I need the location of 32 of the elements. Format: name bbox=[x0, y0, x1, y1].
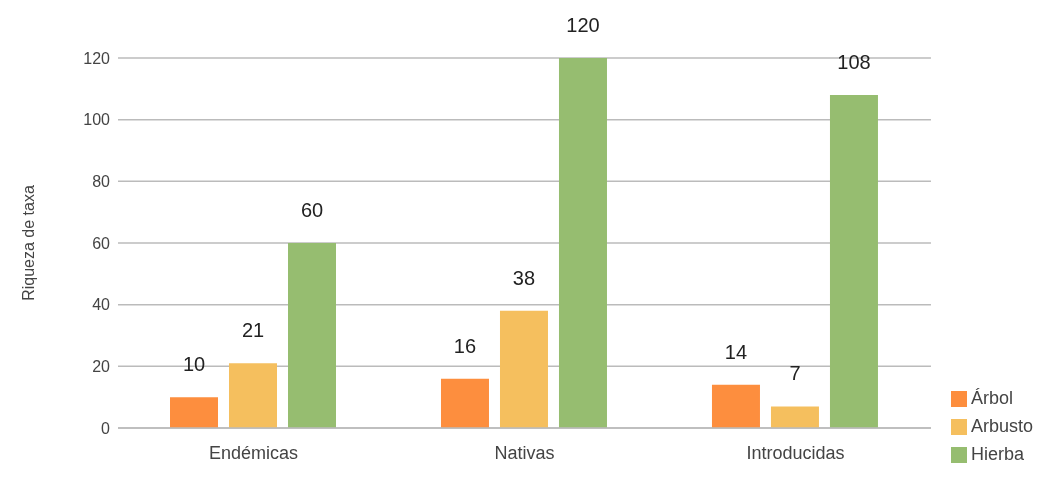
data-label: 14 bbox=[724, 340, 748, 363]
data-label: 10 bbox=[182, 353, 206, 376]
bar bbox=[499, 310, 548, 428]
data-label: 16 bbox=[453, 334, 477, 357]
legend-label: Árbol bbox=[970, 388, 1013, 408]
y-axis-title: Riqueza de taxa bbox=[19, 185, 37, 301]
x-tick-label: Endémicas bbox=[208, 442, 299, 463]
bar bbox=[558, 58, 607, 428]
data-label: 108 bbox=[837, 51, 871, 73]
data-label: 7 bbox=[789, 362, 801, 385]
bar bbox=[440, 378, 489, 428]
bar bbox=[170, 397, 218, 428]
y-tick-label: 40 bbox=[92, 296, 111, 314]
y-tick-label: 0 bbox=[101, 419, 111, 437]
data-label: 38 bbox=[512, 266, 536, 289]
bar bbox=[829, 95, 878, 428]
legend-label: Hierba bbox=[970, 444, 1024, 464]
bar bbox=[711, 384, 760, 428]
data-label: 21 bbox=[241, 319, 265, 342]
bar bbox=[288, 243, 336, 428]
bar bbox=[770, 406, 819, 428]
y-tick-label: 20 bbox=[92, 358, 111, 376]
bar bbox=[229, 363, 277, 428]
y-tick-label: 100 bbox=[83, 111, 111, 129]
y-tick-label: 60 bbox=[92, 234, 111, 252]
data-label: 60 bbox=[300, 199, 324, 221]
x-tick-label: Nativas bbox=[494, 442, 555, 463]
x-tick-label: Introducidas bbox=[746, 442, 845, 463]
y-tick-label: 80 bbox=[92, 173, 111, 191]
y-tick-label: 120 bbox=[83, 49, 111, 67]
data-label: 120 bbox=[566, 14, 600, 36]
legend-label: Arbusto bbox=[970, 416, 1033, 436]
